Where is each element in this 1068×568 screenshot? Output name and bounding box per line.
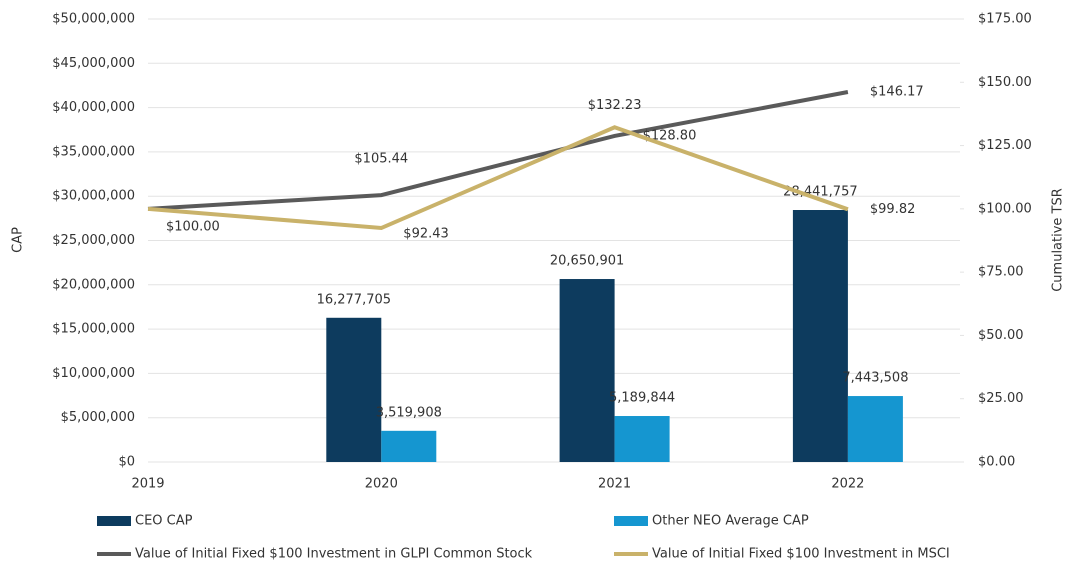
y-tick-label: $20,000,000	[52, 277, 135, 292]
y-tick-label: $30,000,000	[52, 189, 135, 204]
data-label: 3,519,908	[376, 405, 442, 420]
y2-tick-label: $0.00	[978, 455, 1015, 470]
data-label: $92.43	[403, 227, 449, 242]
y-tick-label: $5,000,000	[61, 410, 135, 425]
bar	[847, 396, 903, 462]
legend-label: Value of Initial Fixed $100 Investment i…	[652, 547, 950, 562]
y-tick-label: $40,000,000	[52, 100, 135, 115]
legend-label: Other NEO Average CAP	[652, 514, 809, 529]
y-tick-label: $10,000,000	[52, 366, 135, 381]
data-label: $146.17	[870, 84, 924, 99]
data-label: $132.23	[588, 98, 642, 113]
y-tick-label: $25,000,000	[52, 233, 135, 248]
y-tick-label: $0	[118, 455, 135, 470]
legend-swatch	[97, 516, 131, 526]
line	[147, 125, 849, 231]
data-label: 20,650,901	[550, 254, 624, 269]
data-label: 7,443,508	[842, 371, 908, 386]
legend-label: CEO CAP	[135, 514, 193, 529]
y2-tick-label: $75.00	[978, 265, 1024, 280]
y2-tick-label: $50.00	[978, 328, 1024, 343]
legend-swatch	[614, 516, 648, 526]
line	[147, 90, 849, 211]
y-tick-label: $15,000,000	[52, 322, 135, 337]
y2-tick-label: $175.00	[978, 12, 1032, 27]
data-label: $105.44	[354, 152, 408, 167]
x-tick-label: 2022	[831, 477, 864, 492]
data-label: $99.82	[870, 202, 916, 217]
bar	[559, 279, 615, 462]
y-axis-label: CAP	[11, 227, 26, 253]
y2-tick-label: $100.00	[978, 201, 1032, 216]
x-tick-label: 2020	[365, 477, 398, 492]
legend-label: Value of Initial Fixed $100 Investment i…	[135, 547, 533, 562]
data-label: 28,441,757	[783, 185, 857, 200]
y-tick-label: $50,000,000	[52, 12, 135, 27]
bar	[614, 416, 670, 462]
data-label: $100.00	[166, 219, 220, 234]
y2-tick-label: $25.00	[978, 391, 1024, 406]
y2-axis-label: Cumulative TSR	[1051, 188, 1066, 292]
x-tick-label: 2019	[131, 477, 164, 492]
y2-tick-label: $125.00	[978, 138, 1032, 153]
x-tick-label: 2021	[598, 477, 631, 492]
y-tick-label: $45,000,000	[52, 56, 135, 71]
y2-tick-label: $150.00	[978, 75, 1032, 90]
data-label: $128.80	[643, 128, 697, 143]
data-label: 5,189,844	[609, 391, 675, 406]
data-label: 16,277,705	[317, 292, 391, 307]
bar	[326, 317, 382, 462]
bar	[381, 430, 437, 462]
bar	[792, 210, 848, 462]
y-tick-label: $35,000,000	[52, 144, 135, 159]
